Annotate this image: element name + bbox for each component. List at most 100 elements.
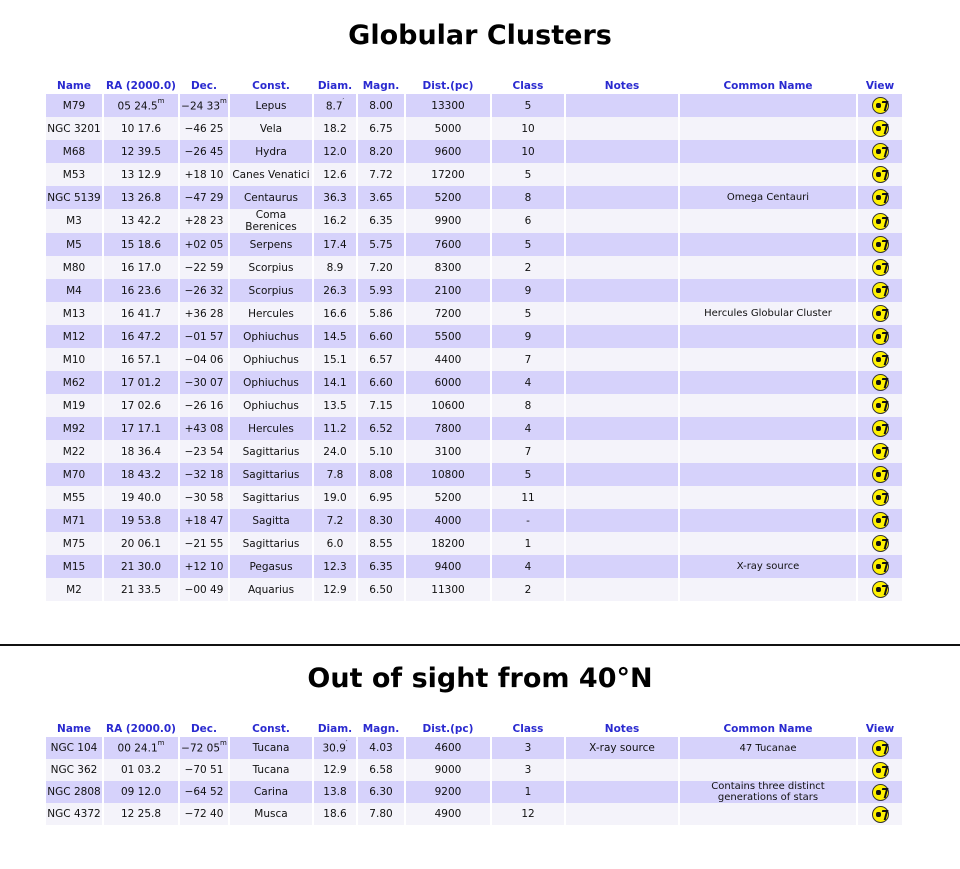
cell-view[interactable] — [858, 371, 902, 394]
cell-class: 5 — [492, 463, 564, 486]
ra-value: 12 25.8 — [120, 808, 162, 820]
ra-value: 15 18.6 — [120, 238, 162, 251]
cell-constellation: Ophiuchus — [230, 371, 312, 394]
table-row: M71 19 53.8 +18 47 Sagitta 7.2 8.30 4000 - — [46, 509, 902, 532]
cell-magnitude: 6.95 — [358, 486, 404, 509]
name-value: M15 — [62, 560, 86, 573]
common-name-value: 47 Tucanae — [739, 742, 797, 754]
section-title-out-of-sight: Out of sight from 40°N — [307, 663, 653, 694]
view-binoculars-icon[interactable] — [871, 783, 889, 801]
cell-class: 3 — [492, 759, 564, 781]
view-binoculars-icon[interactable] — [871, 212, 889, 230]
cell-view[interactable] — [858, 417, 902, 440]
view-binoculars-icon[interactable] — [871, 305, 889, 322]
common-name-value: X-ray source — [736, 561, 800, 572]
cell-dec: −72 40 — [180, 803, 228, 825]
cell-view[interactable] — [858, 140, 902, 163]
constellation-value: Pegasus — [249, 560, 293, 573]
cell-view[interactable] — [858, 509, 902, 532]
cell-view[interactable] — [858, 394, 902, 417]
cell-view[interactable] — [858, 440, 902, 463]
view-binoculars-icon[interactable] — [871, 120, 889, 137]
cell-diameter: 16.2 — [314, 209, 356, 233]
cell-view[interactable] — [858, 186, 902, 209]
view-binoculars-icon[interactable] — [871, 512, 889, 529]
view-binoculars-icon[interactable] — [871, 761, 889, 779]
table-header-row: Name RA (2000.0) Dec. Const. Diam. Magn. Dist.… — [46, 78, 902, 94]
view-binoculars-icon[interactable] — [871, 489, 889, 506]
table-row: M10 16 57.1 −04 06 Ophiuchus 15.1 6.57 4400 7 — [46, 348, 902, 371]
column-header-magnitude: Magn. — [362, 723, 400, 735]
cell-view[interactable] — [858, 348, 902, 371]
view-binoculars-icon[interactable] — [871, 259, 889, 276]
cell-name: NGC 3201 — [46, 117, 102, 140]
constellation-value: Sagittarius — [242, 491, 300, 504]
view-binoculars-icon[interactable] — [871, 397, 889, 414]
cell-view[interactable] — [858, 94, 902, 117]
constellation-value: Hercules — [248, 422, 294, 435]
view-binoculars-icon[interactable] — [871, 443, 889, 460]
distance-value: 18200 — [431, 537, 465, 550]
view-binoculars-icon[interactable] — [871, 374, 889, 391]
class-value: 8 — [524, 191, 532, 204]
cell-view[interactable] — [858, 279, 902, 302]
cell-view[interactable] — [858, 803, 902, 825]
view-binoculars-icon[interactable] — [871, 236, 889, 253]
magnitude-value: 6.58 — [369, 764, 393, 776]
cell-view[interactable] — [858, 233, 902, 256]
view-binoculars-icon[interactable] — [871, 420, 889, 437]
cell-notes — [566, 759, 678, 781]
cell-name: M55 — [46, 486, 102, 509]
view-binoculars-icon[interactable] — [871, 581, 889, 598]
cell-ra: 20 06.1 — [104, 532, 178, 555]
cell-view[interactable] — [858, 532, 902, 555]
dec-value: −26 45 — [184, 145, 224, 158]
constellation-value: Canes Venatici — [232, 168, 310, 181]
column-header-name: Name — [57, 723, 91, 735]
name-value: M5 — [66, 238, 82, 251]
view-binoculars-icon[interactable] — [871, 466, 889, 483]
cell-diameter: 12.9 — [314, 759, 356, 781]
view-binoculars-icon[interactable] — [871, 166, 889, 183]
view-binoculars-icon[interactable] — [871, 328, 889, 345]
cell-name: M3 — [46, 209, 102, 233]
cell-diameter: 19.0 — [314, 486, 356, 509]
southern-clusters-table: Name RA (2000.0) Dec. Const. Diam. Magn. Dist.… — [44, 721, 904, 825]
view-binoculars-icon[interactable] — [871, 805, 889, 823]
constellation-value: Centaurus — [243, 191, 299, 204]
cell-name: M53 — [46, 163, 102, 186]
view-binoculars-icon[interactable] — [871, 535, 889, 552]
cell-view[interactable] — [858, 163, 902, 186]
section-divider — [0, 644, 960, 646]
distance-value: 11300 — [431, 583, 465, 596]
view-binoculars-icon[interactable] — [871, 739, 889, 757]
cell-view[interactable] — [858, 781, 902, 803]
view-binoculars-icon[interactable] — [871, 282, 889, 299]
column-header-class: Class — [512, 723, 544, 735]
cell-view[interactable] — [858, 555, 902, 578]
view-binoculars-icon[interactable] — [871, 558, 889, 575]
cell-dec: −30 07 — [180, 371, 228, 394]
ra-value: 16 17.0 — [120, 261, 162, 274]
cell-view[interactable] — [858, 463, 902, 486]
cell-view[interactable] — [858, 256, 902, 279]
cell-view[interactable] — [858, 325, 902, 348]
magnitude-value: 7.15 — [369, 399, 393, 412]
cell-view[interactable] — [858, 486, 902, 509]
dec-value: +28 23 — [184, 215, 224, 227]
view-binoculars-icon[interactable] — [871, 97, 889, 114]
cell-view[interactable] — [858, 302, 902, 325]
cell-view[interactable] — [858, 578, 902, 601]
cell-view[interactable] — [858, 117, 902, 140]
cell-view[interactable] — [858, 737, 902, 759]
view-binoculars-icon[interactable] — [871, 189, 889, 206]
cell-common-name — [680, 233, 856, 256]
diameter-value: 16.2 — [323, 215, 347, 227]
cell-ra: 13 12.9 — [104, 163, 178, 186]
view-binoculars-icon[interactable] — [871, 143, 889, 160]
dec-value: +36 28 — [184, 307, 224, 320]
cell-view[interactable] — [858, 759, 902, 781]
view-binoculars-icon[interactable] — [871, 351, 889, 368]
unit-mark: m — [157, 96, 165, 105]
cell-view[interactable] — [858, 209, 902, 233]
